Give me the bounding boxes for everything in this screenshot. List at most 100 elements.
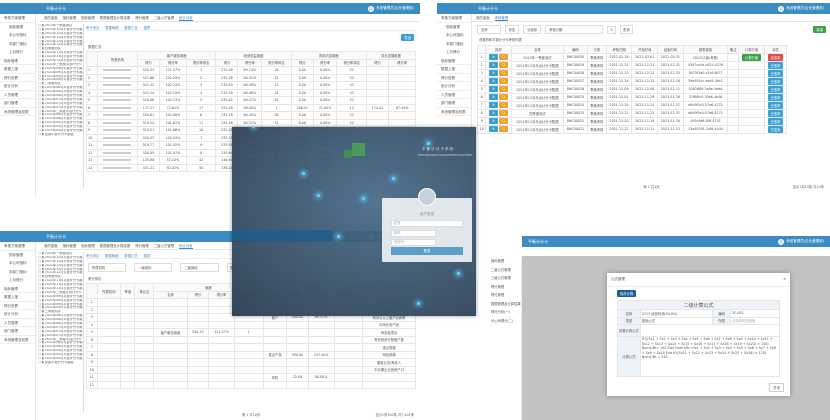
name-field[interactable]: 2713 经营利润(50.0%): [639, 309, 714, 318]
tree-node[interactable]: 2021年06月平台计分卡数据: [38, 341, 83, 345]
tree-node[interactable]: 2021年12月平台计分卡数据: [38, 260, 83, 264]
table-row[interactable]: 2 ✎ ❐ 2021年12月平台计分卡数据 BNC00029 季度考核 2021-12-3…: [476, 60, 787, 70]
tree-node[interactable]: 2021年12月平台计分卡数据: [38, 40, 83, 44]
level1-filter[interactable]: 一级指标: [134, 263, 173, 272]
sidebar-item[interactable]: 得分查看: [0, 74, 35, 82]
tree-node[interactable]: 2021年12月平台计分卡数据: [38, 36, 83, 40]
tree-node[interactable]: 2021年08月平台计分卡数据: [38, 86, 83, 90]
add-button[interactable]: 新增: [813, 26, 826, 33]
copy-icon[interactable]: ❐: [498, 70, 508, 76]
edit-icon[interactable]: ✎: [489, 126, 498, 132]
sidebar-subitem[interactable]: 本公司指标: [446, 33, 464, 37]
tab[interactable]: 数据管理及计算结果: [99, 16, 131, 20]
tree-node[interactable]: 2021年12月平台计分卡数据: [38, 264, 83, 268]
formula-field[interactable]: IF(((Sx1 + Sx2 + Sx3 + Sx4 + Sx5 + Sx6 +…: [639, 336, 781, 377]
pagination[interactable]: 第 1 共1页 显示1到10条,共10条: [477, 184, 826, 189]
tree-node[interactable]: 2021年08月平台计分卡数据: [38, 314, 83, 318]
status-badge[interactable]: 已发布: [767, 118, 784, 124]
sidebar-item[interactable]: 指标管理: [437, 57, 471, 65]
tab[interactable]: 指标管理: [81, 244, 95, 248]
tree-node[interactable]: 2021年08月平台计分卡数据: [38, 90, 83, 94]
save-button[interactable]: 保存计算: [617, 290, 637, 297]
tree-node[interactable]: 2021年09月平台计分卡数据: [38, 67, 83, 71]
tab[interactable]: 考分排名: [86, 253, 100, 258]
table-row[interactable]: 8 重点产品 390.00 237.50% 特色规模: [86, 350, 416, 359]
table-row[interactable]: 8 519.24 101.81% 11 235.46 60.37% 31 0.00 0.00% 5…: [86, 118, 416, 127]
sidebar-item[interactable]: 人员管理: [437, 91, 471, 99]
captcha-input[interactable]: 验证码: [391, 239, 436, 246]
table-row[interactable]: 4 中间业务产品: [86, 320, 416, 329]
sidebar-item[interactable]: 人员管理: [0, 319, 35, 327]
name-filter[interactable]: 名称: [477, 25, 501, 34]
search-button[interactable]: 查询: [620, 25, 633, 34]
tree-node[interactable]: 2021年04月平台计分卡数据: [38, 129, 83, 133]
tree-node[interactable]: 2021年06月平台计分卡数据: [38, 117, 83, 121]
tab[interactable]: 图表: [143, 253, 151, 258]
tree-node[interactable]: 2021年11月平台计分卡数据: [38, 59, 83, 63]
sidebar-item[interactable]: 指标管理: [0, 57, 35, 65]
tree-node[interactable]: 2022年一季度测试: [38, 252, 83, 256]
sidebar-item[interactable]: 统计分析: [0, 82, 35, 91]
tree-node[interactable]: 三季度测试: [38, 310, 83, 314]
table-row[interactable]: 3 ✎ ❐ 2021年12月平台计分卡数据 BNC00028 季度考核 2021-12-2…: [476, 68, 787, 78]
copy-icon[interactable]: ❐: [498, 126, 508, 132]
sidebar-item[interactable]: 数据上报: [437, 65, 471, 74]
tree-node[interactable]: 2021年07月平台计分卡数据: [38, 326, 83, 330]
table-row[interactable]: 5 客户服务维度 520.33 121.57% 1 养老金项目: [86, 328, 416, 337]
table-row[interactable]: 2 521.68 102.29% 2 235.98 60.51% 22 0.00 0.00% 52: [86, 73, 416, 82]
table-row[interactable]: 3 521.42 102.24% 3 235.93 60.49% 23 0.00 0.00% 52: [86, 81, 416, 90]
tree-node[interactable]: 四季度测试: [38, 275, 83, 279]
tree-node[interactable]: 2021年12月平台计分卡数据: [38, 43, 83, 47]
tab[interactable]: 图表: [143, 25, 151, 30]
sidebar-item[interactable]: 系统管理及权限: [0, 336, 35, 344]
sidebar-subitem[interactable]: 本公司指标: [9, 261, 27, 265]
code-field[interactable]: 2F-002: [730, 309, 780, 318]
tree-node[interactable]: 2021年05月平台计分卡数据: [38, 353, 83, 357]
table-row[interactable]: 7 ✎ ❐ 2021年11月平台计分卡数据 BNC00024 季度考核 2021-11-2…: [476, 100, 787, 110]
tab[interactable]: 我的桌面: [44, 16, 58, 20]
tab[interactable]: 指标管理: [62, 244, 77, 248]
copy-icon[interactable]: ❐: [498, 102, 508, 108]
copy-icon[interactable]: ❐: [498, 110, 508, 116]
edit-icon[interactable]: ✎: [489, 118, 498, 124]
sidebar-subitem[interactable]: 指标管理: [446, 24, 460, 29]
sidebar-item[interactable]: 数据上报: [0, 293, 35, 302]
close-button[interactable]: 关闭: [769, 383, 784, 392]
tree-node[interactable]: 2021年07月平台计分卡数据: [38, 106, 83, 110]
tree-node[interactable]: 2021年07月平台计分卡数据: [38, 330, 83, 334]
tree-node[interactable]: 2021年12月平台计分卡数据: [38, 28, 83, 32]
login-button[interactable]: 登录: [391, 247, 463, 255]
edit-icon[interactable]: ✎: [489, 86, 498, 92]
tree-node[interactable]: 2021年09月平台计分卡数据: [38, 303, 83, 307]
calc-button[interactable]: 计算方案: [742, 54, 762, 60]
sidebar-item[interactable]: 人员管理: [0, 91, 35, 99]
table-row[interactable]: 12: [86, 380, 416, 389]
status-badge[interactable]: 已发布: [767, 94, 784, 100]
tab[interactable]: 二级公式管理: [153, 16, 175, 20]
sidebar-subitem[interactable]: 上月得分: [446, 50, 460, 54]
tab[interactable]: 指标管理: [62, 16, 77, 20]
table-row[interactable]: 11 风险 32.00 80.00%: [86, 373, 416, 382]
sidebar-item[interactable]: 系统管理及权限: [437, 108, 471, 116]
status-badge[interactable]: 已发布: [767, 78, 784, 84]
edit-icon[interactable]: ✎: [489, 62, 498, 68]
sidebar-subitem[interactable]: 本公司指标: [9, 33, 27, 37]
tree-node[interactable]: 2021年二季度平台计分卡: [38, 110, 83, 114]
status-badge[interactable]: 已发布: [767, 62, 784, 68]
sidebar-item[interactable]: 系统管理及权限: [0, 108, 35, 116]
tree-node[interactable]: 2021年09月平台计分卡数据: [38, 306, 83, 310]
username-input[interactable]: 账号: [391, 220, 463, 227]
sidebar-subitem[interactable]: 上月得分: [9, 50, 23, 54]
table-row[interactable]: 10 ✎ ❐ 2021年11月平台计分卡数据 BNC00021 季度考核 2021-11-…: [476, 124, 787, 134]
password-input[interactable]: 密码: [391, 230, 436, 237]
sidebar-item[interactable]: 得分查看: [437, 74, 471, 82]
status-filter[interactable]: 状态: [504, 25, 520, 34]
edit-icon[interactable]: ✎: [489, 102, 498, 108]
sidebar-item[interactable]: 考核方案管理: [0, 14, 35, 23]
table-row[interactable]: 10 中长期企业投资户口: [86, 365, 416, 374]
tree-node[interactable]: 2021年04月平台计分卡数据: [38, 357, 83, 361]
tree-node[interactable]: 2021年06月平台计分卡数据: [38, 113, 83, 117]
level2-filter[interactable]: 二级指标: [180, 263, 219, 272]
tree-node[interactable]: 2021年11月平台计分卡数据: [38, 55, 83, 59]
copy-icon[interactable]: ❐: [498, 86, 508, 92]
